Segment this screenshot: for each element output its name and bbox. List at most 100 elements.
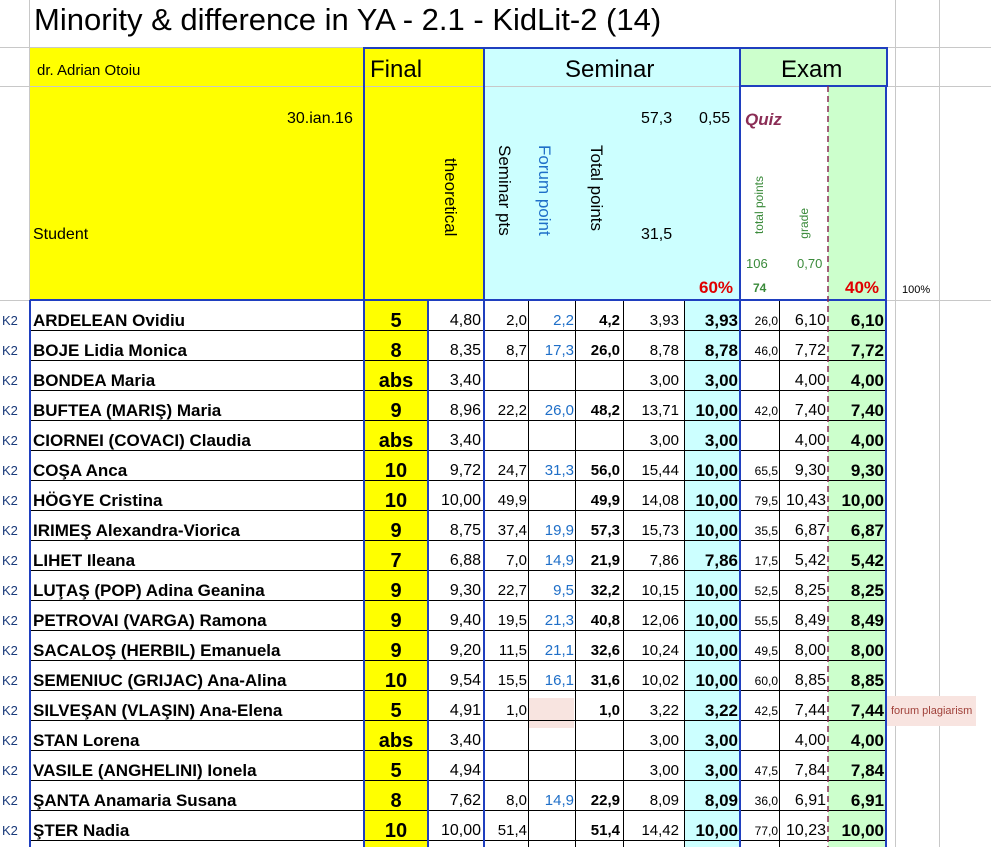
final-grade[interactable]: 10 bbox=[384, 820, 408, 842]
total-points[interactable]: 56,0 bbox=[590, 462, 620, 479]
seminar-total[interactable]: 7,86 bbox=[649, 552, 679, 569]
student-name[interactable]: VASILE (ANGHELINI) Ionela bbox=[33, 761, 257, 780]
k2[interactable]: K2 bbox=[2, 343, 18, 358]
seminar-total[interactable]: 10,15 bbox=[641, 582, 679, 599]
theoretical-grade[interactable]: 9,72 bbox=[449, 462, 481, 479]
total-points[interactable] bbox=[576, 726, 620, 756]
exam-grade[interactable]: 6,10 bbox=[794, 312, 826, 329]
seminar-total[interactable]: 10,02 bbox=[641, 672, 679, 689]
forum-points[interactable]: 21,3 bbox=[544, 612, 574, 629]
exam-final-grade[interactable]: 8,25 bbox=[850, 581, 884, 600]
exam-points[interactable]: 49,5 bbox=[754, 644, 778, 658]
seminar-grade[interactable]: 3,22 bbox=[704, 701, 738, 720]
k2[interactable]: K2 bbox=[2, 673, 18, 688]
exam-points[interactable]: 60,0 bbox=[754, 674, 778, 688]
theoretical-grade[interactable]: 8,35 bbox=[449, 342, 481, 359]
exam-grade[interactable]: 5,42 bbox=[794, 552, 826, 569]
exam-final-grade[interactable]: 8,49 bbox=[850, 611, 884, 630]
k2[interactable]: K2 bbox=[2, 583, 18, 598]
seminar-grade[interactable]: 10,00 bbox=[695, 641, 738, 660]
student-name[interactable]: PETROVAI (VARGA) Ramona bbox=[33, 611, 267, 630]
seminar-points[interactable]: 2,0 bbox=[506, 312, 527, 329]
theoretical-grade[interactable]: 4,80 bbox=[449, 312, 481, 329]
seminar-grade[interactable]: 3,00 bbox=[704, 431, 738, 450]
exam-grade[interactable]: 7,84 bbox=[794, 762, 826, 779]
student-name[interactable]: SACALOŞ (HERBIL) Emanuela bbox=[33, 641, 281, 660]
exam-grade[interactable]: 8,00 bbox=[794, 642, 826, 659]
forum-points[interactable]: 19,9 bbox=[544, 522, 574, 539]
final-grade[interactable]: 5 bbox=[390, 310, 402, 332]
student-name[interactable]: COŞA Anca bbox=[33, 461, 128, 480]
student-name[interactable]: ŞTER Nadia bbox=[33, 821, 130, 840]
forum-points[interactable]: 26,0 bbox=[544, 402, 574, 419]
theoretical-grade[interactable]: 8,75 bbox=[449, 522, 481, 539]
k2[interactable]: K2 bbox=[2, 523, 18, 538]
student-name[interactable]: CIORNEI (COVACI) Claudia bbox=[33, 431, 251, 450]
forum-points[interactable] bbox=[529, 726, 574, 756]
seminar-points[interactable]: 49,9 bbox=[497, 492, 527, 509]
theoretical-grade[interactable]: 3,40 bbox=[449, 432, 481, 449]
exam-grade[interactable]: 6,87 bbox=[794, 522, 826, 539]
theoretical-grade[interactable]: 6,88 bbox=[449, 552, 481, 569]
exam-final-grade[interactable]: 6,10 bbox=[850, 311, 884, 330]
k2[interactable]: K2 bbox=[2, 793, 18, 808]
seminar-grade[interactable]: 7,86 bbox=[704, 551, 738, 570]
student-name[interactable]: SEMENIUC (GRIJAC) Ana-Alina bbox=[33, 671, 287, 690]
seminar-grade[interactable]: 10,00 bbox=[695, 581, 738, 600]
seminar-total[interactable]: 3,00 bbox=[649, 372, 679, 389]
exam-grade[interactable]: 4,00 bbox=[794, 432, 826, 449]
theoretical-grade[interactable]: 9,40 bbox=[449, 612, 481, 629]
row-note[interactable]: forum plagiarism bbox=[887, 696, 977, 726]
seminar-grade[interactable]: 3,00 bbox=[704, 371, 738, 390]
seminar-total[interactable]: 8,78 bbox=[649, 342, 679, 359]
k2[interactable]: K2 bbox=[2, 733, 18, 748]
k2[interactable]: K2 bbox=[2, 403, 18, 418]
final-grade[interactable]: 9 bbox=[390, 580, 402, 602]
exam-points[interactable] bbox=[741, 366, 778, 396]
k2[interactable]: K2 bbox=[2, 493, 18, 508]
exam-final-grade[interactable]: 5,42 bbox=[850, 551, 884, 570]
k2[interactable]: K2 bbox=[2, 553, 18, 568]
exam-final-grade[interactable]: 7,44 bbox=[850, 701, 884, 720]
exam-points[interactable]: 55,5 bbox=[754, 614, 778, 628]
seminar-grade[interactable]: 3,93 bbox=[704, 311, 738, 330]
k2[interactable]: K2 bbox=[2, 613, 18, 628]
total-points[interactable]: 48,2 bbox=[590, 402, 620, 419]
total-points[interactable]: 40,8 bbox=[590, 612, 620, 629]
exam-grade[interactable]: 10,43 bbox=[785, 492, 826, 509]
total-points[interactable]: 57,3 bbox=[590, 522, 620, 539]
theoretical-grade[interactable]: 10,00 bbox=[440, 822, 481, 839]
forum-points[interactable] bbox=[529, 426, 574, 456]
student-name[interactable]: ARDELEAN Ovidiu bbox=[33, 311, 186, 330]
seminar-grade[interactable]: 10,00 bbox=[695, 611, 738, 630]
forum-points[interactable]: 31,3 bbox=[544, 462, 574, 479]
final-grade[interactable]: 5 bbox=[390, 760, 402, 782]
exam-final-grade[interactable]: 7,72 bbox=[850, 341, 884, 360]
seminar-points[interactable]: 19,5 bbox=[497, 612, 527, 629]
final-grade[interactable]: 5 bbox=[390, 700, 402, 722]
theoretical-grade[interactable]: 3,40 bbox=[449, 732, 481, 749]
exam-final-grade[interactable]: 6,87 bbox=[850, 521, 884, 540]
final-grade[interactable]: 9 bbox=[390, 610, 402, 632]
forum-points[interactable]: 21,1 bbox=[544, 642, 574, 659]
exam-final-grade[interactable]: 8,00 bbox=[850, 641, 884, 660]
final-grade[interactable]: abs bbox=[378, 370, 414, 392]
exam-points[interactable] bbox=[741, 726, 778, 756]
student-name[interactable]: STAN Lorena bbox=[33, 731, 140, 750]
k2[interactable]: K2 bbox=[2, 373, 18, 388]
seminar-total[interactable]: 10,24 bbox=[641, 642, 679, 659]
seminar-total[interactable]: 15,73 bbox=[641, 522, 679, 539]
exam-points[interactable]: 65,5 bbox=[754, 464, 778, 478]
theoretical-grade[interactable]: 3,40 bbox=[449, 372, 481, 389]
seminar-points[interactable]: 22,7 bbox=[497, 582, 527, 599]
seminar-grade[interactable]: 3,00 bbox=[704, 761, 738, 780]
total-points[interactable]: 31,6 bbox=[590, 672, 620, 689]
seminar-points[interactable]: 24,7 bbox=[497, 462, 527, 479]
exam-points[interactable]: 52,5 bbox=[754, 584, 778, 598]
final-grade[interactable]: 8 bbox=[390, 340, 402, 362]
seminar-total[interactable]: 3,00 bbox=[649, 432, 679, 449]
seminar-total[interactable]: 3,22 bbox=[649, 702, 679, 719]
seminar-points[interactable]: 15,5 bbox=[497, 672, 527, 689]
exam-final-grade[interactable]: 7,40 bbox=[850, 401, 884, 420]
seminar-total[interactable]: 13,71 bbox=[641, 402, 679, 419]
